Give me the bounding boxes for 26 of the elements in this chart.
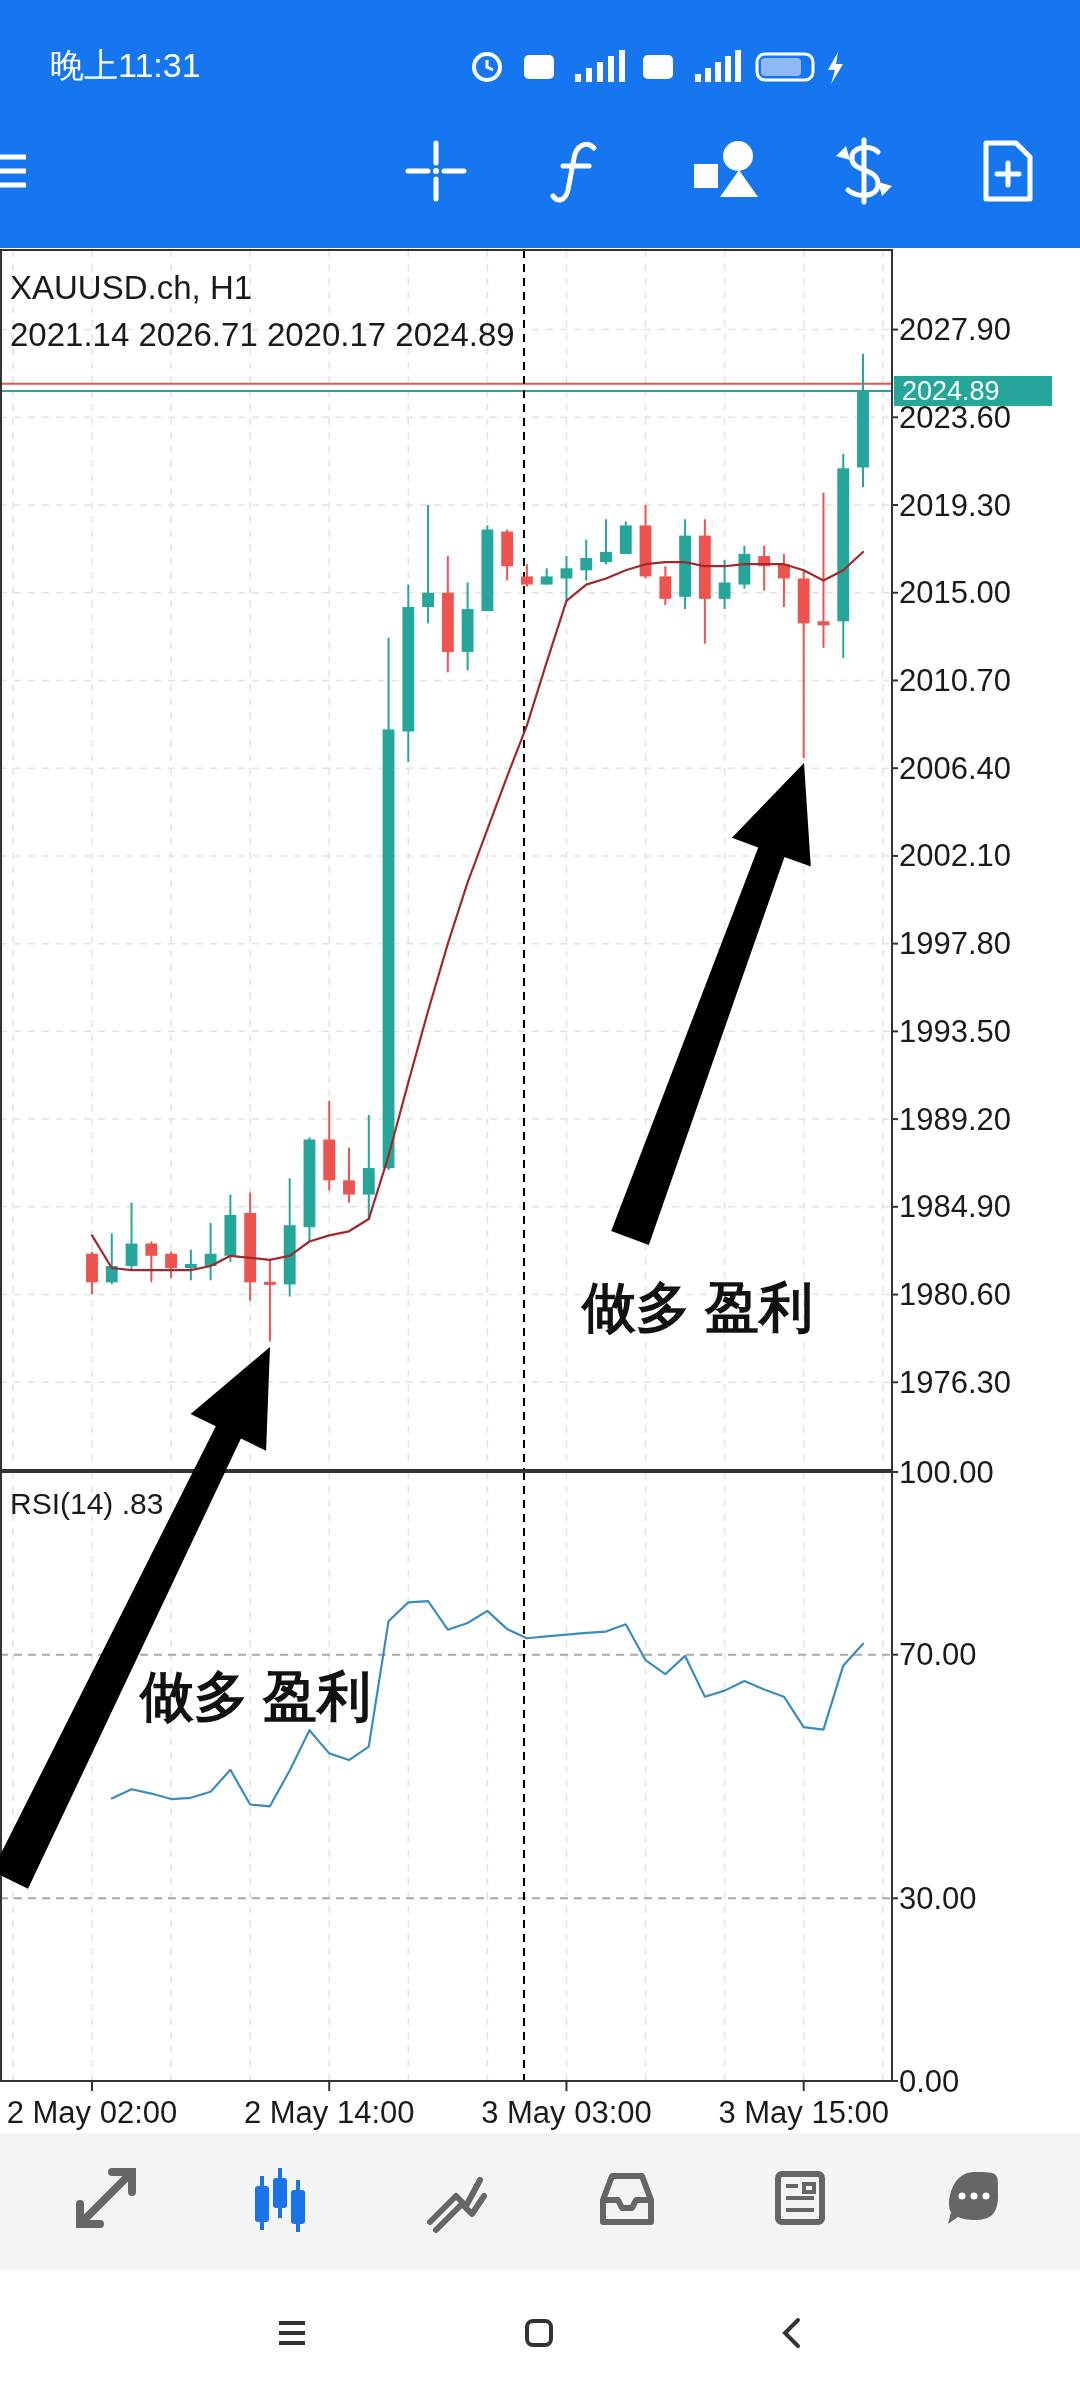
y-tick-label: 2006.40 xyxy=(899,750,1012,786)
y-tick-label: 100.00 xyxy=(899,1454,994,1490)
y-tick-label: 1984.90 xyxy=(899,1189,1012,1225)
y-tick-label: 2027.90 xyxy=(899,312,1012,348)
x-tick-label: 2 May 14:00 xyxy=(243,2095,415,2130)
y-tick-label: 1989.20 xyxy=(899,1101,1012,1137)
y-tick-label: 0.00 xyxy=(899,2063,960,2099)
y-tick-label: 70.00 xyxy=(899,1637,977,1673)
y-tick-label: 2010.70 xyxy=(899,662,1012,698)
y-tick-label: 1980.60 xyxy=(899,1277,1012,1313)
x-tick-label: 3 May 15:00 xyxy=(718,2095,889,2130)
x-tick-label: 2 May 02:00 xyxy=(6,2095,178,2130)
text: RSI(14) .83 xyxy=(10,1487,164,1520)
y-tick-label: 2015.00 xyxy=(899,575,1012,611)
y-tick-label: 2002.10 xyxy=(899,838,1012,874)
y-tick-label: 30.00 xyxy=(899,1880,977,1916)
text: 晚上11:31 xyxy=(50,46,201,84)
y-tick-label: 1993.50 xyxy=(899,1013,1012,1049)
text: XAUUSD.ch, H1 xyxy=(10,269,253,306)
annotation: 做多 盈利 xyxy=(580,1277,814,1337)
text: 2021.14 2026.71 2020.17 2024.89 xyxy=(10,316,515,353)
annotation: 做多 盈利 xyxy=(138,1666,372,1726)
y-tick-label: 1976.30 xyxy=(899,1364,1012,1400)
y-tick-label: 2019.30 xyxy=(899,487,1012,523)
x-tick-label: 3 May 03:00 xyxy=(481,2095,652,2130)
y-tick-label: 1997.80 xyxy=(899,926,1012,962)
